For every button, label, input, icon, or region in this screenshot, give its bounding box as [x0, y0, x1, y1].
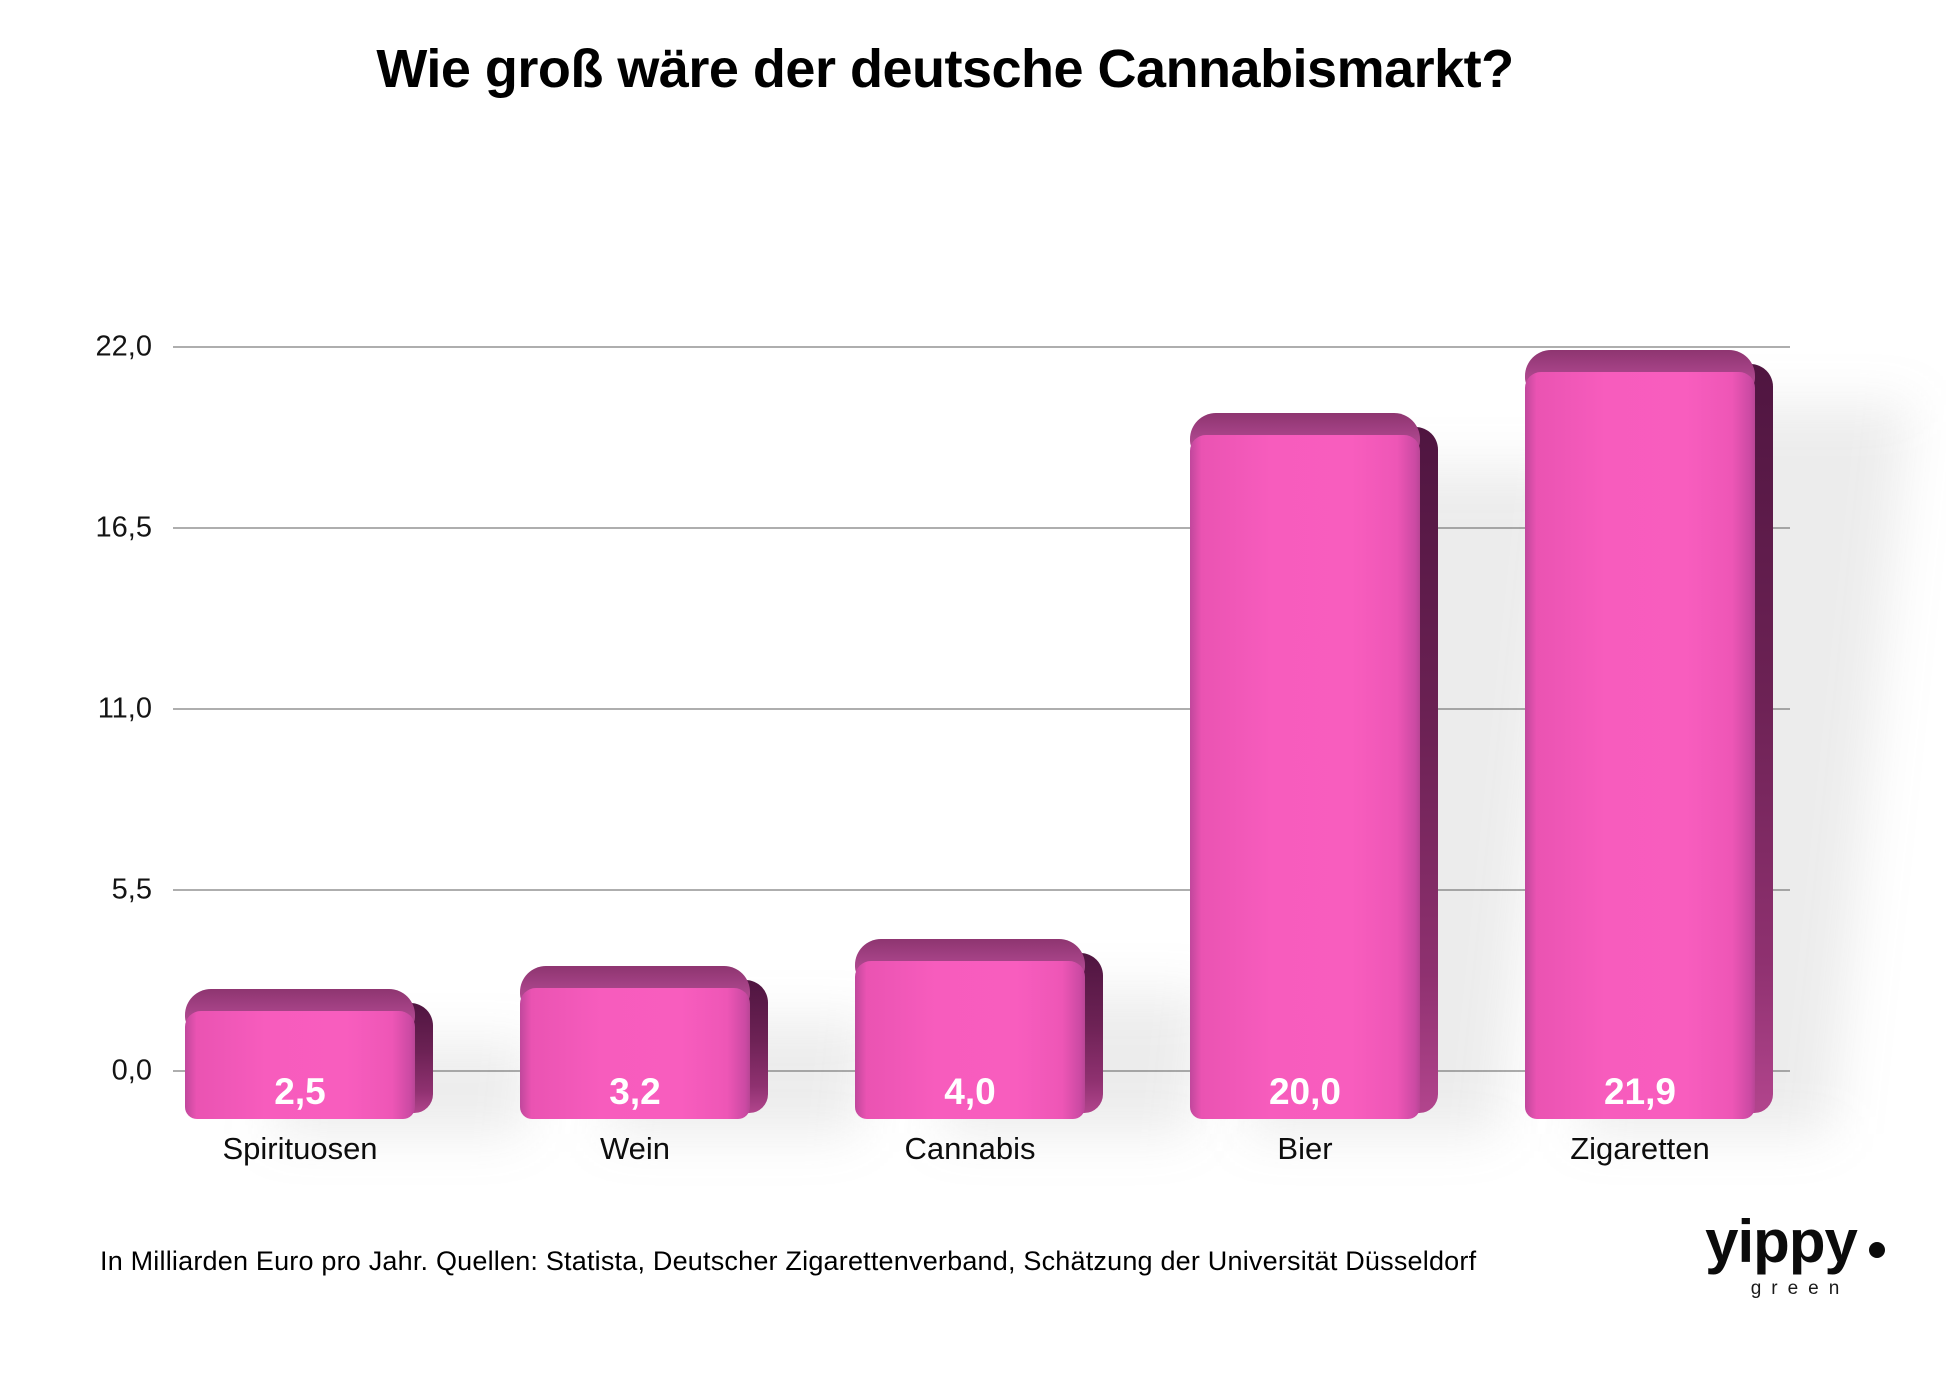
category-label: Zigaretten — [1570, 1131, 1710, 1166]
bar-value-label: 4,0 — [944, 1070, 996, 1112]
bar-value-label: 3,2 — [609, 1070, 661, 1112]
y-axis-tick-label: 22,0 — [95, 330, 152, 363]
y-axis-tick-label: 11,0 — [97, 692, 152, 725]
source-note: In Milliarden Euro pro Jahr. Quellen: St… — [100, 1246, 1477, 1276]
y-axis-tick-label: 16,5 — [95, 511, 152, 544]
logo-row: yippy — [1680, 1212, 1910, 1272]
bar-value-label: 21,9 — [1603, 1070, 1676, 1112]
gridline-5,5 — [173, 889, 1790, 891]
bar-front-face: 21,9 — [1525, 372, 1755, 1119]
category-label: Bier — [1277, 1131, 1333, 1166]
bar-front-face: 3,2 — [520, 987, 750, 1119]
bar-value-label: 20,0 — [1268, 1070, 1341, 1112]
category-label: Wein — [599, 1131, 671, 1166]
gridline-22,0 — [173, 346, 1790, 348]
category-label: Cannabis — [904, 1131, 1036, 1166]
bar-front-face: 2,5 — [185, 1010, 415, 1119]
gridline-16,5 — [173, 527, 1790, 529]
logo-subtext: green — [1750, 1278, 1850, 1299]
bar-front-face: 20,0 — [1190, 434, 1420, 1119]
logo-wordmark: yippy — [1705, 1208, 1858, 1275]
bar-value-label: 2,5 — [274, 1070, 326, 1112]
chart-title: Wie groß wäre der deutsche Cannabismarkt… — [376, 39, 1514, 99]
y-axis-tick-label: 0,0 — [111, 1054, 152, 1087]
logo-dot-icon — [1868, 1242, 1885, 1258]
brand-logo: yippy green — [1680, 1212, 1910, 1300]
bar-front-face: 4,0 — [855, 961, 1085, 1119]
category-label: Spirituosen — [222, 1131, 378, 1166]
gridline-11,0 — [173, 708, 1790, 710]
y-axis-tick-label: 5,5 — [111, 873, 152, 906]
